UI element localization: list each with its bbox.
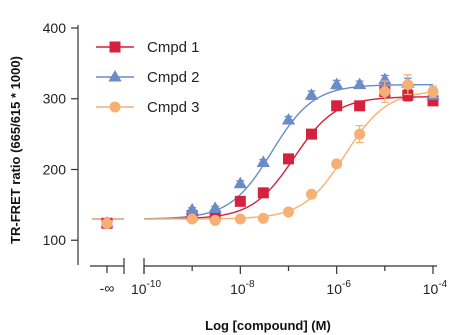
data-point-cmpd-1 <box>234 195 246 207</box>
data-point-cmpd-1 <box>305 128 317 140</box>
data-point-cmpd-2 <box>185 202 199 215</box>
y-ticks: 100 200 300 400 <box>43 20 78 248</box>
legend-marker-cmpd-1 <box>109 41 121 53</box>
data-point-cmpd-3 <box>283 206 294 218</box>
x-tick-label: 10-8 <box>230 279 255 297</box>
data-point-cmpd-3 <box>354 128 366 140</box>
data-point-cmpd-3 <box>331 158 343 170</box>
y-tick-label: 300 <box>43 91 67 107</box>
data-point-cmpd-2 <box>281 112 296 125</box>
y-tick-label: 200 <box>43 161 67 177</box>
data-point-cmpd-2 <box>304 88 319 100</box>
legend-label: Cmpd 1 <box>147 39 200 56</box>
y-tick-label: 400 <box>43 20 67 36</box>
data-point-cmpd-1 <box>427 95 439 107</box>
data-point-cmpd-1 <box>331 100 343 112</box>
x-tick-label: 10-6 <box>326 279 351 297</box>
plot-area: -∞ <box>77 25 437 296</box>
legend-label: Cmpd 3 <box>147 99 200 116</box>
x-ticks: 10-10 10-8 10-6 10-4 <box>131 266 448 297</box>
legend: Cmpd 1 Cmpd 2 Cmpd 3 <box>96 39 200 116</box>
data-point-cmpd-1 <box>257 187 269 199</box>
data-points <box>100 72 440 229</box>
x-axis-title: Log [compound] (M) <box>205 318 331 333</box>
y-tick-label: 100 <box>43 232 67 248</box>
data-point-cmpd-2 <box>208 201 222 213</box>
data-point-cmpd-2 <box>330 77 344 90</box>
data-point-cmpd-3 <box>402 79 414 91</box>
legend-label: Cmpd 2 <box>147 69 200 86</box>
data-point-cmpd-2 <box>256 155 270 167</box>
data-point-zero-cmpd-3 <box>101 217 113 229</box>
x-tick-label: 10-4 <box>423 279 448 297</box>
data-point-cmpd-3 <box>234 213 246 225</box>
legend-marker-cmpd-3 <box>109 101 121 113</box>
y-axis-title: TR-FRET ratio (665/615 * 1000) <box>8 56 23 244</box>
x-tick-label: 10-10 <box>131 279 161 297</box>
data-point-cmpd-3 <box>379 86 391 98</box>
data-point-cmpd-3 <box>305 188 317 200</box>
x-zero-tick-label: -∞ <box>100 280 115 296</box>
data-point-cmpd-1 <box>402 89 414 101</box>
data-point-cmpd-2 <box>352 77 367 90</box>
data-point-cmpd-3 <box>257 212 269 224</box>
data-point-cmpd-1 <box>354 100 366 112</box>
data-point-cmpd-3 <box>427 86 439 98</box>
data-point-cmpd-1 <box>283 153 294 165</box>
data-point-cmpd-3 <box>186 213 198 225</box>
data-point-cmpd-3 <box>209 214 221 226</box>
fit-curves <box>92 83 434 220</box>
data-point-cmpd-2 <box>233 176 247 189</box>
legend-marker-cmpd-2 <box>108 70 122 82</box>
